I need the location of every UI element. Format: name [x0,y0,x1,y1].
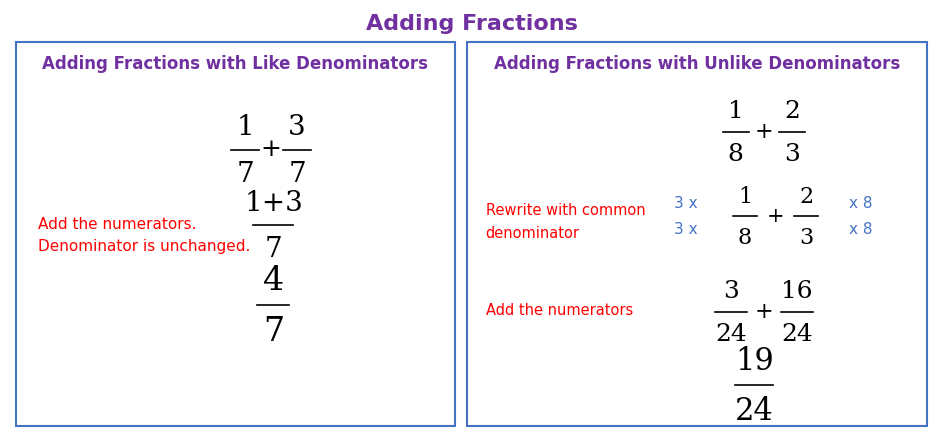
Text: 2: 2 [785,100,800,123]
Text: 1+3: 1+3 [244,190,303,217]
Text: 3: 3 [799,227,814,250]
Text: Adding Fractions with Unlike Denominators: Adding Fractions with Unlike Denominator… [494,56,900,73]
Text: +: + [754,121,773,143]
Text: 7: 7 [265,236,282,263]
Text: +: + [754,301,773,323]
Text: denominator: denominator [486,226,580,241]
Text: x 8: x 8 [849,196,872,211]
Text: x 8: x 8 [849,222,872,237]
Text: Denominator is unchanged.: Denominator is unchanged. [38,239,250,254]
Text: Adding Fractions: Adding Fractions [366,14,577,35]
Text: 19: 19 [735,345,774,377]
FancyBboxPatch shape [467,42,927,426]
Text: 7: 7 [263,316,284,348]
Text: 3 x: 3 x [674,222,698,237]
Text: 7: 7 [237,161,254,188]
Text: 8: 8 [728,143,743,166]
Text: +: + [260,138,282,161]
Text: 8: 8 [737,227,753,250]
Text: 16: 16 [781,280,813,303]
Text: 3: 3 [723,280,738,303]
Text: 24: 24 [735,396,774,427]
Text: Rewrite with common: Rewrite with common [486,203,645,218]
Text: Add the numerators.: Add the numerators. [38,217,196,232]
Text: +: + [767,207,785,226]
Text: 3 x: 3 x [674,196,698,211]
Text: 4: 4 [263,265,284,297]
Text: 2: 2 [800,186,813,208]
FancyBboxPatch shape [16,42,455,426]
Text: 3: 3 [289,114,306,141]
Text: 1: 1 [738,186,752,208]
Text: 24: 24 [715,323,747,346]
Text: Adding Fractions with Like Denominators: Adding Fractions with Like Denominators [42,56,428,73]
Text: 1: 1 [237,114,254,141]
Text: 7: 7 [289,161,306,188]
Text: Add the numerators: Add the numerators [486,303,633,318]
Text: 1: 1 [728,100,743,123]
Text: 24: 24 [781,323,813,346]
Text: 3: 3 [785,143,800,166]
